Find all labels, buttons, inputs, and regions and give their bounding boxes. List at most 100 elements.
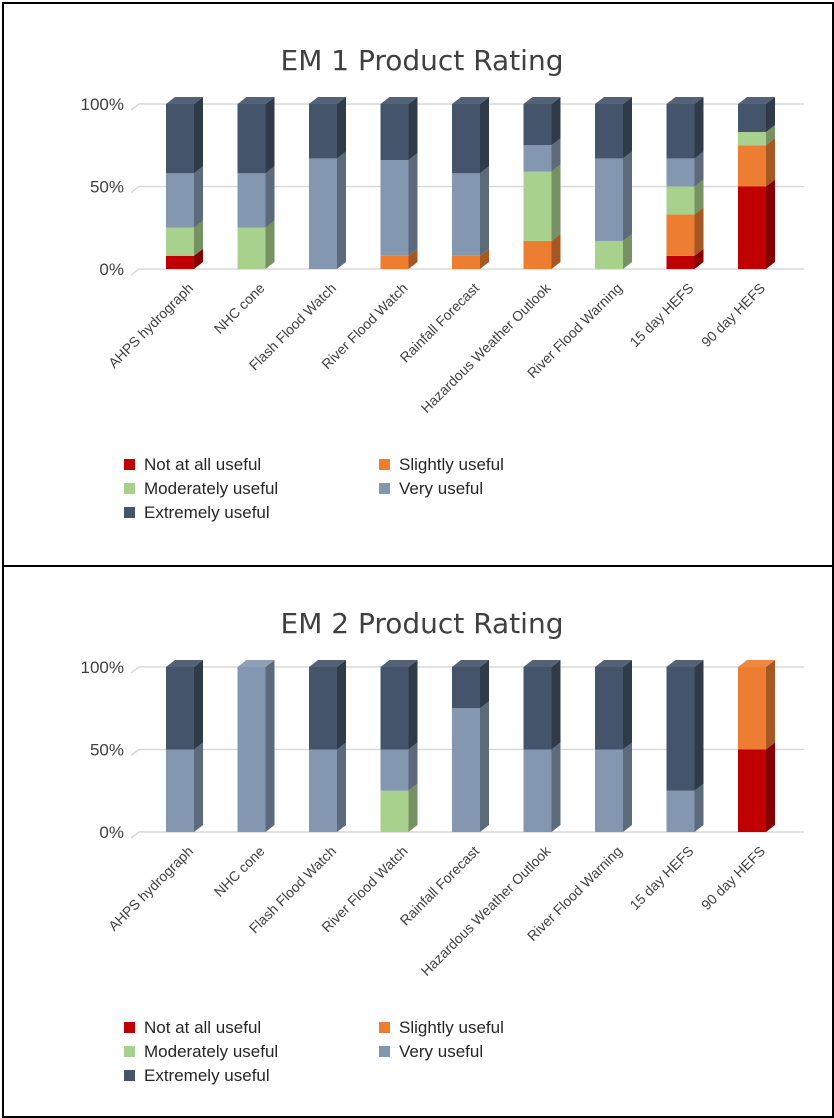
chart-panel-em2: EM 2 Product Rating 0% 50% 100% AHPS hydro… bbox=[2, 565, 834, 1118]
bar-segment bbox=[380, 248, 418, 269]
bar-segment bbox=[237, 97, 275, 174]
y-tick-label: 50% bbox=[90, 178, 124, 197]
bar-segment bbox=[237, 220, 275, 269]
legend-label: Very useful bbox=[399, 479, 483, 498]
bar-segment bbox=[738, 138, 775, 187]
x-category-label: 90 day HEFS bbox=[698, 843, 768, 913]
x-category-label: 15 day HEFS bbox=[626, 843, 696, 913]
chart-title: EM 2 Product Rating bbox=[281, 607, 564, 640]
bar-segment bbox=[166, 97, 203, 174]
bar-segment bbox=[523, 164, 561, 241]
gridline-depth bbox=[130, 103, 140, 111]
x-category-label: 90 day HEFS bbox=[698, 280, 768, 350]
bar-segment bbox=[309, 97, 346, 159]
chart-em1: EM 1 Product Rating 0% 50% 100% AHPS hydro… bbox=[81, 44, 804, 522]
bar-segment bbox=[380, 153, 418, 256]
bar-segment bbox=[237, 166, 275, 228]
legend-label: Moderately useful bbox=[144, 1042, 278, 1061]
legend-entry: Very useful bbox=[379, 479, 483, 498]
bar-segment bbox=[166, 742, 203, 832]
y-tick-label: 0% bbox=[99, 823, 124, 842]
bar-segment bbox=[595, 97, 632, 159]
legend-label: Slightly useful bbox=[399, 1018, 504, 1037]
legend-entry: Not at all useful bbox=[124, 455, 261, 474]
bar-segment bbox=[523, 660, 561, 750]
legend-entry: Moderately useful bbox=[124, 479, 278, 498]
legend-entry: Very useful bbox=[379, 1042, 483, 1061]
bar-segment bbox=[380, 742, 418, 791]
legend-swatch bbox=[124, 1046, 135, 1057]
legend-entry: Moderately useful bbox=[124, 1042, 278, 1061]
bar-segment bbox=[166, 220, 203, 256]
bar-segment bbox=[452, 97, 489, 174]
x-category-label: NHC cone bbox=[211, 280, 268, 337]
bar-segment bbox=[166, 166, 203, 228]
bar-segment bbox=[666, 97, 704, 159]
bar-segment bbox=[166, 248, 203, 269]
legend-swatch bbox=[379, 483, 390, 494]
chart-em2: EM 2 Product Rating 0% 50% 100% AHPS hydro… bbox=[81, 607, 804, 1085]
x-category-label: Hazardous Weather Outlook bbox=[418, 842, 555, 979]
legend-swatch bbox=[124, 483, 135, 494]
bar-segment bbox=[595, 660, 632, 750]
legend-label: Moderately useful bbox=[144, 479, 278, 498]
legend-entry: Extremely useful bbox=[124, 1066, 270, 1085]
bar-segment bbox=[738, 179, 775, 269]
bar-segment bbox=[666, 151, 704, 187]
bar-segment bbox=[166, 660, 203, 750]
legend-entry: Not at all useful bbox=[124, 1018, 261, 1037]
bar-segment bbox=[523, 138, 561, 172]
x-category-label: NHC cone bbox=[211, 843, 268, 900]
legend-swatch bbox=[379, 1046, 390, 1057]
y-tick-label: 50% bbox=[90, 741, 124, 760]
bar-segment bbox=[452, 701, 489, 832]
bar-segment bbox=[595, 742, 632, 832]
bar-segment bbox=[666, 179, 704, 215]
legend-swatch bbox=[379, 459, 390, 470]
bar-segment bbox=[666, 783, 704, 832]
x-category-label: Hazardous Weather Outlook bbox=[418, 279, 555, 416]
x-category-label: AHPS hydrograph bbox=[105, 843, 196, 934]
bar-segment bbox=[595, 233, 632, 269]
legend-swatch bbox=[124, 459, 135, 470]
legend-entry: Slightly useful bbox=[379, 455, 504, 474]
legend-entry: Slightly useful bbox=[379, 1018, 504, 1037]
bar-segment bbox=[380, 97, 418, 161]
bar-segment bbox=[595, 151, 632, 241]
chart-title: EM 1 Product Rating bbox=[281, 44, 564, 77]
bar-segment bbox=[666, 248, 704, 269]
gridline-depth bbox=[130, 748, 140, 757]
legend-label: Not at all useful bbox=[144, 1018, 261, 1037]
bar-segment bbox=[523, 97, 561, 146]
bar-segment bbox=[309, 151, 346, 269]
y-tick-label: 100% bbox=[81, 95, 124, 114]
legend-label: Very useful bbox=[399, 1042, 483, 1061]
legend-swatch bbox=[124, 507, 135, 518]
bar-segment bbox=[666, 660, 704, 791]
legend-label: Not at all useful bbox=[144, 455, 261, 474]
bar-segment bbox=[452, 166, 489, 256]
y-tick-label: 100% bbox=[81, 658, 124, 677]
legend-swatch bbox=[124, 1070, 135, 1081]
gridline-depth bbox=[130, 666, 140, 674]
bar-segment bbox=[309, 660, 346, 750]
legend-swatch bbox=[124, 1022, 135, 1033]
x-category-label: AHPS hydrograph bbox=[105, 280, 196, 371]
bar-segment bbox=[309, 742, 346, 832]
bar-segment bbox=[380, 783, 418, 832]
bar-segment bbox=[237, 660, 275, 832]
bar-segment bbox=[380, 660, 418, 750]
gridline-depth bbox=[130, 268, 140, 276]
legend-label: Extremely useful bbox=[144, 1066, 270, 1085]
bar-segment bbox=[738, 97, 775, 133]
x-category-label: 15 day HEFS bbox=[626, 280, 696, 350]
bar-segment bbox=[738, 742, 775, 832]
chart-panel-em1: EM 1 Product Rating 0% 50% 100% AHPS hydro… bbox=[2, 2, 834, 567]
bar-segment bbox=[738, 125, 775, 146]
gridline-depth bbox=[130, 185, 140, 194]
bar-segment bbox=[452, 660, 489, 709]
bar-segment bbox=[452, 248, 489, 269]
bar-segment bbox=[523, 233, 561, 269]
legend-swatch bbox=[379, 1022, 390, 1033]
gridline-depth bbox=[130, 831, 140, 839]
